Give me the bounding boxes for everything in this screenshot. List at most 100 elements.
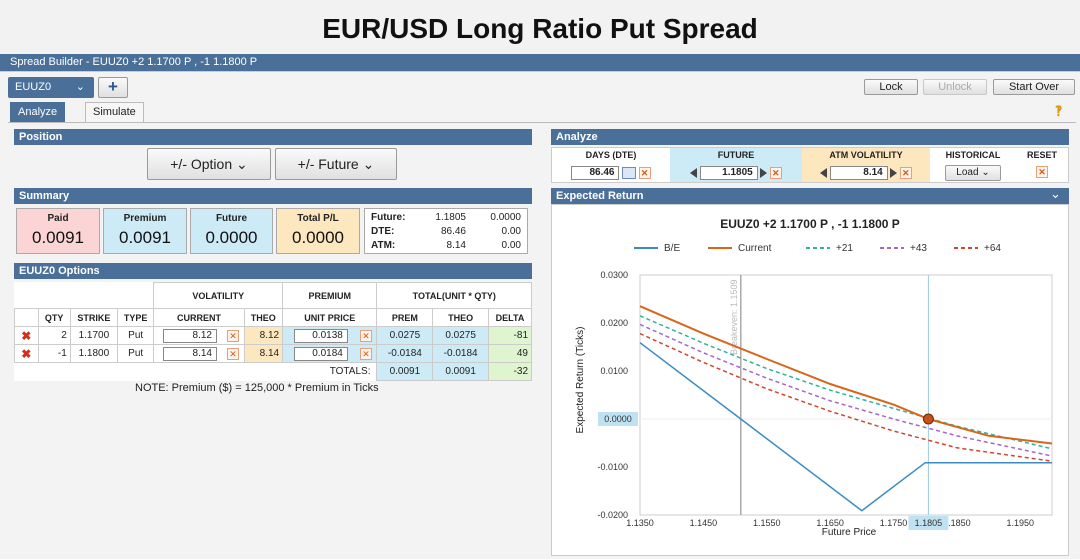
volatility-input[interactable]: 8.14 — [162, 346, 217, 361]
unlock-button[interactable]: Unlock — [923, 79, 987, 95]
symbol-tab-label: EUUZ0 — [15, 81, 52, 93]
historical-label: HISTORICAL — [945, 150, 1001, 160]
clear-days-icon[interactable]: ✕ — [638, 166, 651, 179]
x-tick-label: 1.1950 — [1007, 518, 1035, 528]
load-dropdown[interactable]: Load ⌄ — [945, 165, 1001, 181]
series-line-BE — [639, 342, 1052, 512]
volatility-input[interactable]: 8.12 — [162, 328, 217, 343]
reset-icon[interactable]: ✕ — [1036, 166, 1048, 178]
future-input[interactable]: 1.1805 — [699, 166, 758, 180]
plot-area — [639, 274, 1053, 516]
arrow-right-icon[interactable] — [890, 167, 898, 178]
premium-box: Premium 0.0091 — [103, 208, 187, 254]
premium-note: NOTE: Premium ($) = 125,000 * Premium in… — [135, 382, 379, 394]
legend-label: Current — [738, 243, 772, 254]
collapse-chevron-icon[interactable]: ⌄ — [1050, 186, 1061, 201]
y-tick-label: 0.0300 — [600, 270, 628, 280]
help-icon[interactable]: ‽ — [1055, 103, 1063, 119]
clear-atm-icon[interactable]: ✕ — [899, 166, 912, 179]
x-axis-label: Future Price — [822, 527, 877, 538]
legend-label: B/E — [664, 243, 680, 254]
col-delta: DELTA — [488, 308, 532, 327]
remove-row-icon[interactable]: ✖ — [14, 344, 39, 363]
x-tick-label: 1.1750 — [880, 518, 908, 528]
x-tick-label: 1.1350 — [626, 518, 654, 528]
strike-cell: 1.1700 — [69, 326, 118, 345]
reset-label: RESET — [1026, 150, 1057, 160]
remove-row-icon[interactable]: ✖ — [14, 326, 39, 345]
analyze-panel: DAYS (DTE) 86.46 ✕ FUTURE 1.1805 ✕ ATM V… — [551, 147, 1069, 183]
tab-simulate[interactable]: Simulate — [85, 102, 144, 122]
days-column: DAYS (DTE) 86.46 ✕ — [552, 148, 670, 182]
tab-analyze[interactable]: Analyze — [10, 102, 66, 122]
y-tick-label: -0.0200 — [597, 510, 628, 520]
totals-delta: -32 — [488, 362, 532, 381]
historical-column: HISTORICAL Load ⌄ — [930, 148, 1016, 182]
clear-volatility-icon[interactable]: ✕ — [227, 347, 240, 360]
option-button[interactable]: +/- Option ⌄ — [147, 148, 271, 180]
clear-price-icon[interactable]: ✕ — [360, 347, 373, 360]
expected-return-chart: EUUZ0 +2 1.1700 P , -1 1.1800 P B/E Curre… — [575, 217, 1053, 538]
future-label: Future — [215, 213, 248, 224]
col-type: TYPE — [116, 308, 155, 327]
chart-panel: EUUZ0 +2 1.1700 P , -1 1.1800 P B/E Curre… — [551, 204, 1069, 556]
reset-column: RESET ✕ — [1016, 148, 1068, 182]
spread-builder-app: EUUZ0 ⌄ + Lock Unlock Start Over Analyze… — [0, 71, 1080, 559]
legend-label: +43 — [910, 243, 927, 254]
options-table: VOLATILITY PREMIUM TOTAL(UNIT * QTY) QTY… — [14, 282, 532, 381]
add-tab-button[interactable]: + — [98, 77, 128, 98]
paid-box: Paid 0.0091 — [16, 208, 100, 254]
days-input[interactable]: 86.46 — [571, 166, 620, 180]
arrow-left-icon[interactable] — [690, 167, 698, 178]
lock-button[interactable]: Lock — [864, 79, 918, 95]
chart-title: EUUZ0 +2 1.1700 P , -1 1.1800 P — [720, 217, 900, 231]
clear-future-icon[interactable]: ✕ — [769, 166, 782, 179]
series-line-43 — [639, 323, 1053, 457]
series-line-21 — [639, 315, 1053, 450]
summary-detail-v1: 8.14 — [446, 240, 466, 251]
series-line-64 — [639, 332, 1053, 462]
prem-cell: -0.0184 — [376, 344, 434, 363]
col-prem: PREM — [376, 308, 434, 327]
paid-value: 0.0091 — [32, 228, 84, 247]
calendar-icon[interactable] — [622, 166, 636, 179]
theo-cell: 8.14 — [243, 344, 284, 363]
x-tick-label: 1.1450 — [690, 518, 718, 528]
arrow-left-icon[interactable] — [820, 167, 828, 178]
arrow-right-icon[interactable] — [760, 167, 768, 178]
symbol-tab[interactable]: EUUZ0 ⌄ — [8, 77, 94, 98]
atm-control: 8.14 ✕ — [802, 166, 930, 180]
summary-detail-label: Future: — [371, 212, 406, 223]
summary-detail-v1: 86.46 — [440, 226, 466, 237]
clear-price-icon[interactable]: ✕ — [360, 329, 373, 342]
x-tick-label: 1.1550 — [753, 518, 781, 528]
prem-cell: 0.0275 — [376, 326, 434, 345]
y-tick-label: -0.0100 — [597, 462, 628, 472]
col-current: CURRENT — [153, 308, 245, 327]
qty-cell: 2 — [37, 326, 71, 345]
legend-label: +21 — [836, 243, 853, 254]
window-title: Spread Builder - EUUZ0 +2 1.1700 P , -1 … — [0, 54, 1080, 71]
theo-total-cell: 0.0275 — [432, 326, 490, 345]
load-label: Load — [956, 167, 979, 178]
y-tick-label: 0.0100 — [600, 366, 628, 376]
theo-total-cell: -0.0184 — [432, 344, 490, 363]
days-label: DAYS (DTE) — [585, 150, 637, 160]
summary-header: Summary — [14, 188, 532, 204]
future-button[interactable]: +/- Future ⌄ — [275, 148, 397, 180]
totals-row: TOTALS: 0.0091 0.0091 -32 — [15, 362, 532, 381]
atm-input[interactable]: 8.14 — [829, 166, 888, 180]
start-over-button[interactable]: Start Over — [993, 79, 1075, 95]
delta-cell: -81 — [488, 326, 532, 345]
unit-price-input[interactable]: 0.0184 — [293, 346, 348, 361]
future-button-label: +/- Future — [297, 156, 359, 172]
options-group-row: VOLATILITY PREMIUM TOTAL(UNIT * QTY) — [14, 282, 532, 309]
strike-cell: 1.1800 — [69, 344, 118, 363]
future-value: 0.0000 — [205, 228, 258, 247]
totals-prem: 0.0091 — [376, 362, 434, 381]
clear-volatility-icon[interactable]: ✕ — [227, 329, 240, 342]
unit-price-input[interactable]: 0.0138 — [293, 328, 348, 343]
series-line-Current — [639, 305, 1053, 445]
future-box: Future 0.0000 — [190, 208, 273, 254]
summary-detail-label: DTE: — [371, 226, 395, 237]
